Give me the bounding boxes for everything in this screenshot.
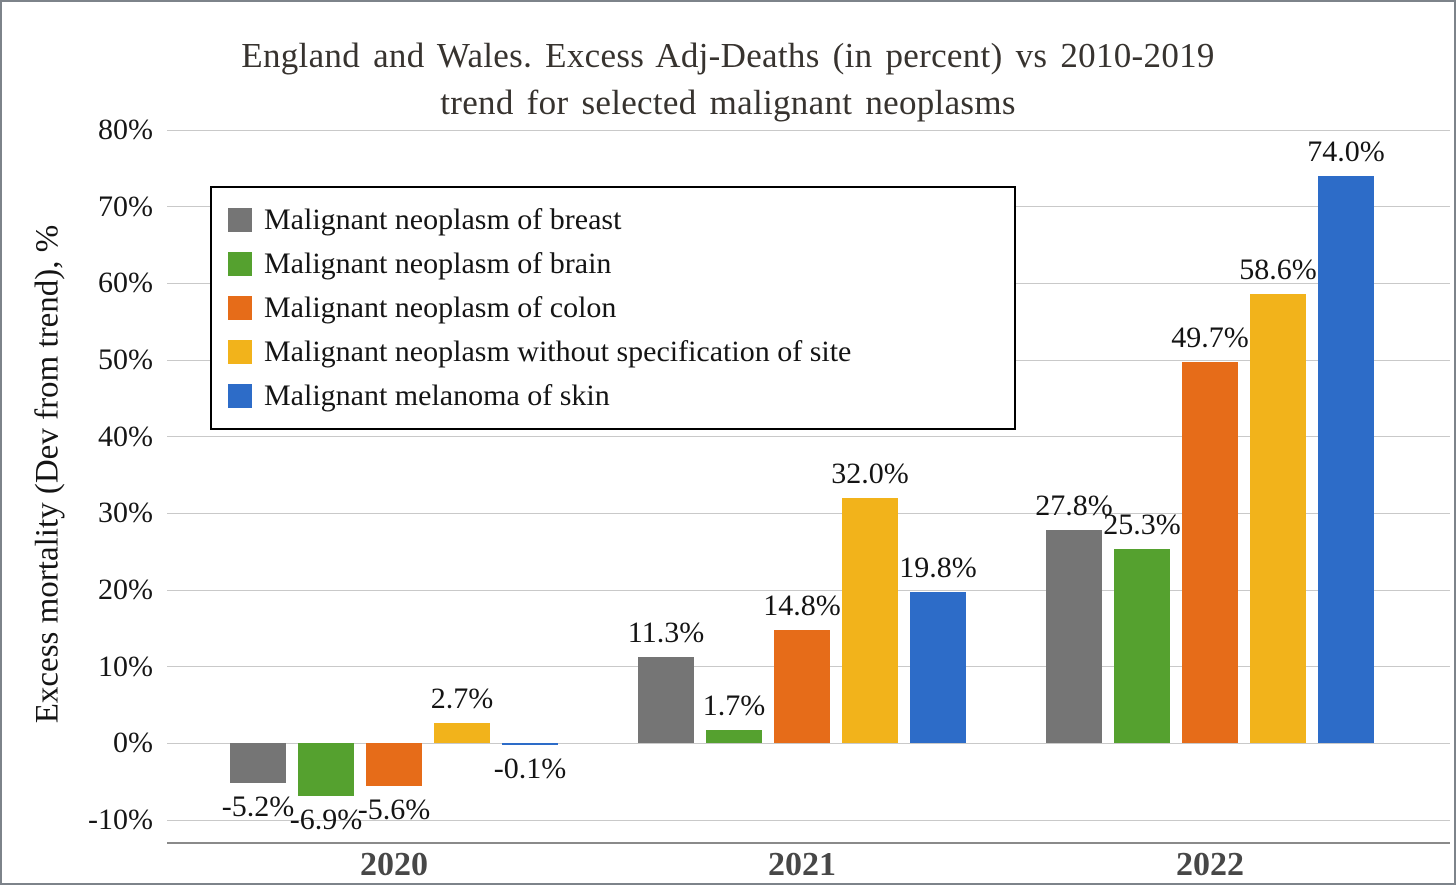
legend-item: Malignant melanoma of skin <box>228 374 998 418</box>
legend-item: Malignant neoplasm of brain <box>228 242 998 286</box>
bar-label: 58.6% <box>1239 253 1317 287</box>
gridline <box>167 742 1450 744</box>
gridline <box>167 129 1450 131</box>
y-tick-label: 70% <box>98 189 153 223</box>
y-tick-label: 0% <box>113 726 153 760</box>
bar-label: 19.8% <box>899 550 977 584</box>
bar <box>1114 549 1170 744</box>
bar <box>774 629 830 744</box>
legend-swatch <box>228 208 252 232</box>
bar <box>366 743 422 787</box>
chart-title: England and Wales. Excess Adj-Deaths (in… <box>2 32 1454 126</box>
y-tick-label: 60% <box>98 266 153 300</box>
bar <box>434 722 490 744</box>
y-tick-label: -10% <box>88 803 153 836</box>
chart-title-line-1: England and Wales. Excess Adj-Deaths (in… <box>241 36 1215 75</box>
bar-label: 14.8% <box>763 588 841 622</box>
bar-label: 74.0% <box>1307 135 1385 168</box>
bar <box>910 591 966 744</box>
y-tick-label: 30% <box>98 496 153 530</box>
legend-label: Malignant neoplasm of brain <box>264 247 612 280</box>
bar-label: 11.3% <box>627 615 705 649</box>
bar-label: 49.7% <box>1171 321 1249 355</box>
x-axis-line <box>167 842 1450 844</box>
y-tick-label: 50% <box>98 343 153 376</box>
legend-swatch <box>228 252 252 276</box>
bar <box>1250 294 1306 744</box>
y-tick-label: 80% <box>98 113 153 146</box>
legend-swatch <box>228 384 252 408</box>
x-tick-label: 2022 <box>1176 846 1244 883</box>
bar-label: -0.1% <box>493 751 567 785</box>
bar-label: 1.7% <box>702 689 766 723</box>
legend-swatch <box>228 340 252 364</box>
y-tick-label: 40% <box>98 419 153 453</box>
bar <box>298 743 354 797</box>
gridline <box>167 512 1450 514</box>
legend-label: Malignant neoplasm without specification… <box>264 335 852 368</box>
chart-title-line-2: trend for selected malignant neoplasms <box>440 83 1016 122</box>
bar <box>842 498 898 744</box>
legend-label: Malignant neoplasm of breast <box>264 203 622 236</box>
legend-label: Malignant melanoma of skin <box>264 379 610 412</box>
gridline <box>167 819 1450 821</box>
bar-label: 25.3% <box>1103 508 1181 542</box>
legend-label: Malignant neoplasm of colon <box>264 291 617 324</box>
bar <box>230 743 286 784</box>
bar-label: -5.2% <box>221 790 295 824</box>
bar <box>502 743 558 745</box>
gridline <box>167 589 1450 591</box>
bar <box>1182 362 1238 744</box>
bar-label: -5.6% <box>357 793 431 827</box>
gridline <box>167 436 1450 438</box>
legend-item: Malignant neoplasm of colon <box>228 286 998 330</box>
bar-label: 2.7% <box>430 681 494 715</box>
y-tick-label: 10% <box>98 649 153 683</box>
bar-label: 32.0% <box>831 457 909 490</box>
y-tick-label: 20% <box>98 573 153 606</box>
x-tick-label: 2020 <box>360 846 428 883</box>
legend-item: Malignant neoplasm of breast <box>228 198 998 242</box>
bar <box>1046 530 1102 744</box>
x-tick-label: 2021 <box>768 846 836 883</box>
bar <box>706 730 762 744</box>
legend-item: Malignant neoplasm without specification… <box>228 330 998 374</box>
bar-label: 27.8% <box>1035 489 1113 523</box>
legend-swatch <box>228 296 252 320</box>
bar <box>1318 176 1374 744</box>
bar-label: -6.9% <box>289 803 363 837</box>
bar <box>638 656 694 744</box>
legend: Malignant neoplasm of breast Malignant ne… <box>210 186 1016 430</box>
